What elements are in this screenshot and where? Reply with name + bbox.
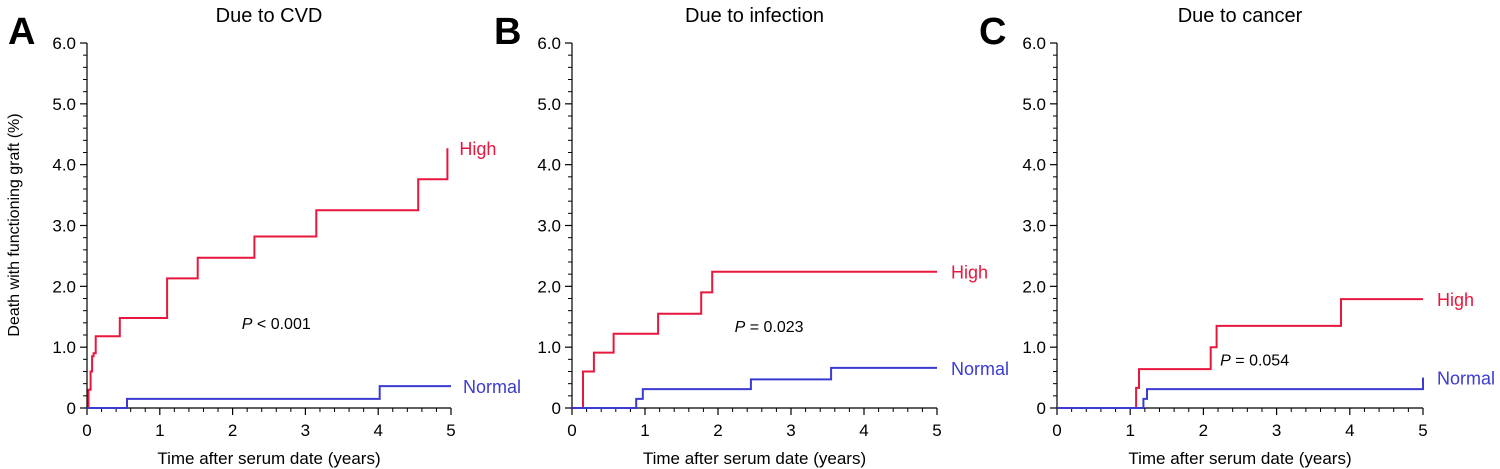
y-tick-label: 2.0	[1022, 277, 1046, 296]
chart-panel-c: C Due to cancer 0 1.0 2.0 3.0 4.0 5.0 6.0 0 1 2 3 4 5 T…	[979, 5, 1495, 468]
x-tick-label: 1	[640, 421, 649, 440]
x-tick-label: 5	[1418, 421, 1427, 440]
series-label-normal: Normal	[951, 359, 1009, 379]
x-tick-label: 2	[228, 421, 237, 440]
y-tick-label: 1.0	[52, 338, 76, 357]
y-tick-label: 2.0	[52, 277, 76, 296]
y-tick-label: 4.0	[1022, 156, 1046, 175]
x-tick-label: 0	[82, 421, 91, 440]
x-tick-label: 3	[1272, 421, 1281, 440]
chart-panel-b: B Due to infection 0 1.0 2.0 3.0 4.0 5.0 6.0 0 1 2 3…	[494, 5, 1009, 468]
y-tick-label: 4.0	[537, 156, 561, 175]
p-value-annotation: P = 0.023	[735, 319, 804, 336]
p-value-annotation: P = 0.054	[1220, 352, 1289, 369]
x-tick-label: 4	[859, 421, 868, 440]
x-tick-label: 5	[446, 421, 455, 440]
panel-letter: A	[8, 11, 35, 53]
series-line-high	[572, 270, 937, 409]
series-line-normal	[87, 385, 451, 409]
x-tick-label: 2	[1199, 421, 1208, 440]
y-tick-label: 2.0	[537, 277, 561, 296]
panel-letter: C	[979, 11, 1006, 53]
y-tick-label: 6.0	[537, 34, 561, 53]
y-tick-label: 3.0	[52, 217, 76, 236]
chart-panel-a: A Due to CVD 0 1.0 2.0 3.0 4.0 5.0 6.0 0 1 2 3 4 5 Time…	[6, 5, 521, 468]
y-tick-label: 0	[67, 399, 76, 418]
y-tick-label: 4.0	[52, 156, 76, 175]
y-tick-label: 3.0	[537, 217, 561, 236]
series-line-high	[1057, 298, 1423, 409]
chart-title: Due to cancer	[1178, 5, 1303, 27]
panel-letter: B	[494, 11, 521, 53]
x-tick-label: 4	[373, 421, 382, 440]
series-label-normal: Normal	[1437, 369, 1495, 389]
y-tick-label: 0	[552, 399, 561, 418]
x-tick-label: 0	[567, 421, 576, 440]
x-axis-label: Time after serum date (years)	[157, 449, 380, 468]
series-line-normal	[1057, 377, 1424, 409]
series-label-high: High	[1437, 290, 1474, 310]
x-tick-label: 0	[1052, 421, 1061, 440]
x-tick-label: 4	[1345, 421, 1354, 440]
x-tick-label: 3	[786, 421, 795, 440]
x-tick-label: 1	[1125, 421, 1134, 440]
series-label-high: High	[459, 139, 496, 159]
chart-title: Due to CVD	[216, 5, 323, 27]
y-axis-label: Death with functioning graft (%)	[6, 113, 23, 336]
series-line-normal	[572, 366, 937, 409]
y-tick-label: 5.0	[52, 95, 76, 114]
series-line-high	[87, 148, 449, 409]
y-tick-label: 3.0	[1022, 217, 1046, 236]
chart-title: Due to infection	[685, 5, 824, 27]
series-label-high: High	[951, 263, 988, 283]
p-value-annotation: P < 0.001	[242, 316, 311, 333]
y-tick-label: 6.0	[1022, 34, 1046, 53]
series-label-normal: Normal	[463, 377, 521, 397]
x-tick-label: 2	[713, 421, 722, 440]
y-tick-label: 1.0	[1022, 338, 1046, 357]
y-tick-label: 1.0	[537, 338, 561, 357]
y-tick-label: 5.0	[537, 95, 561, 114]
y-tick-label: 6.0	[52, 34, 76, 53]
x-tick-label: 5	[932, 421, 941, 440]
x-tick-label: 3	[301, 421, 310, 440]
x-axis-label: Time after serum date (years)	[1128, 449, 1351, 468]
y-tick-label: 0	[1037, 399, 1046, 418]
x-axis-label: Time after serum date (years)	[643, 449, 866, 468]
x-tick-label: 1	[155, 421, 164, 440]
y-tick-label: 5.0	[1022, 95, 1046, 114]
